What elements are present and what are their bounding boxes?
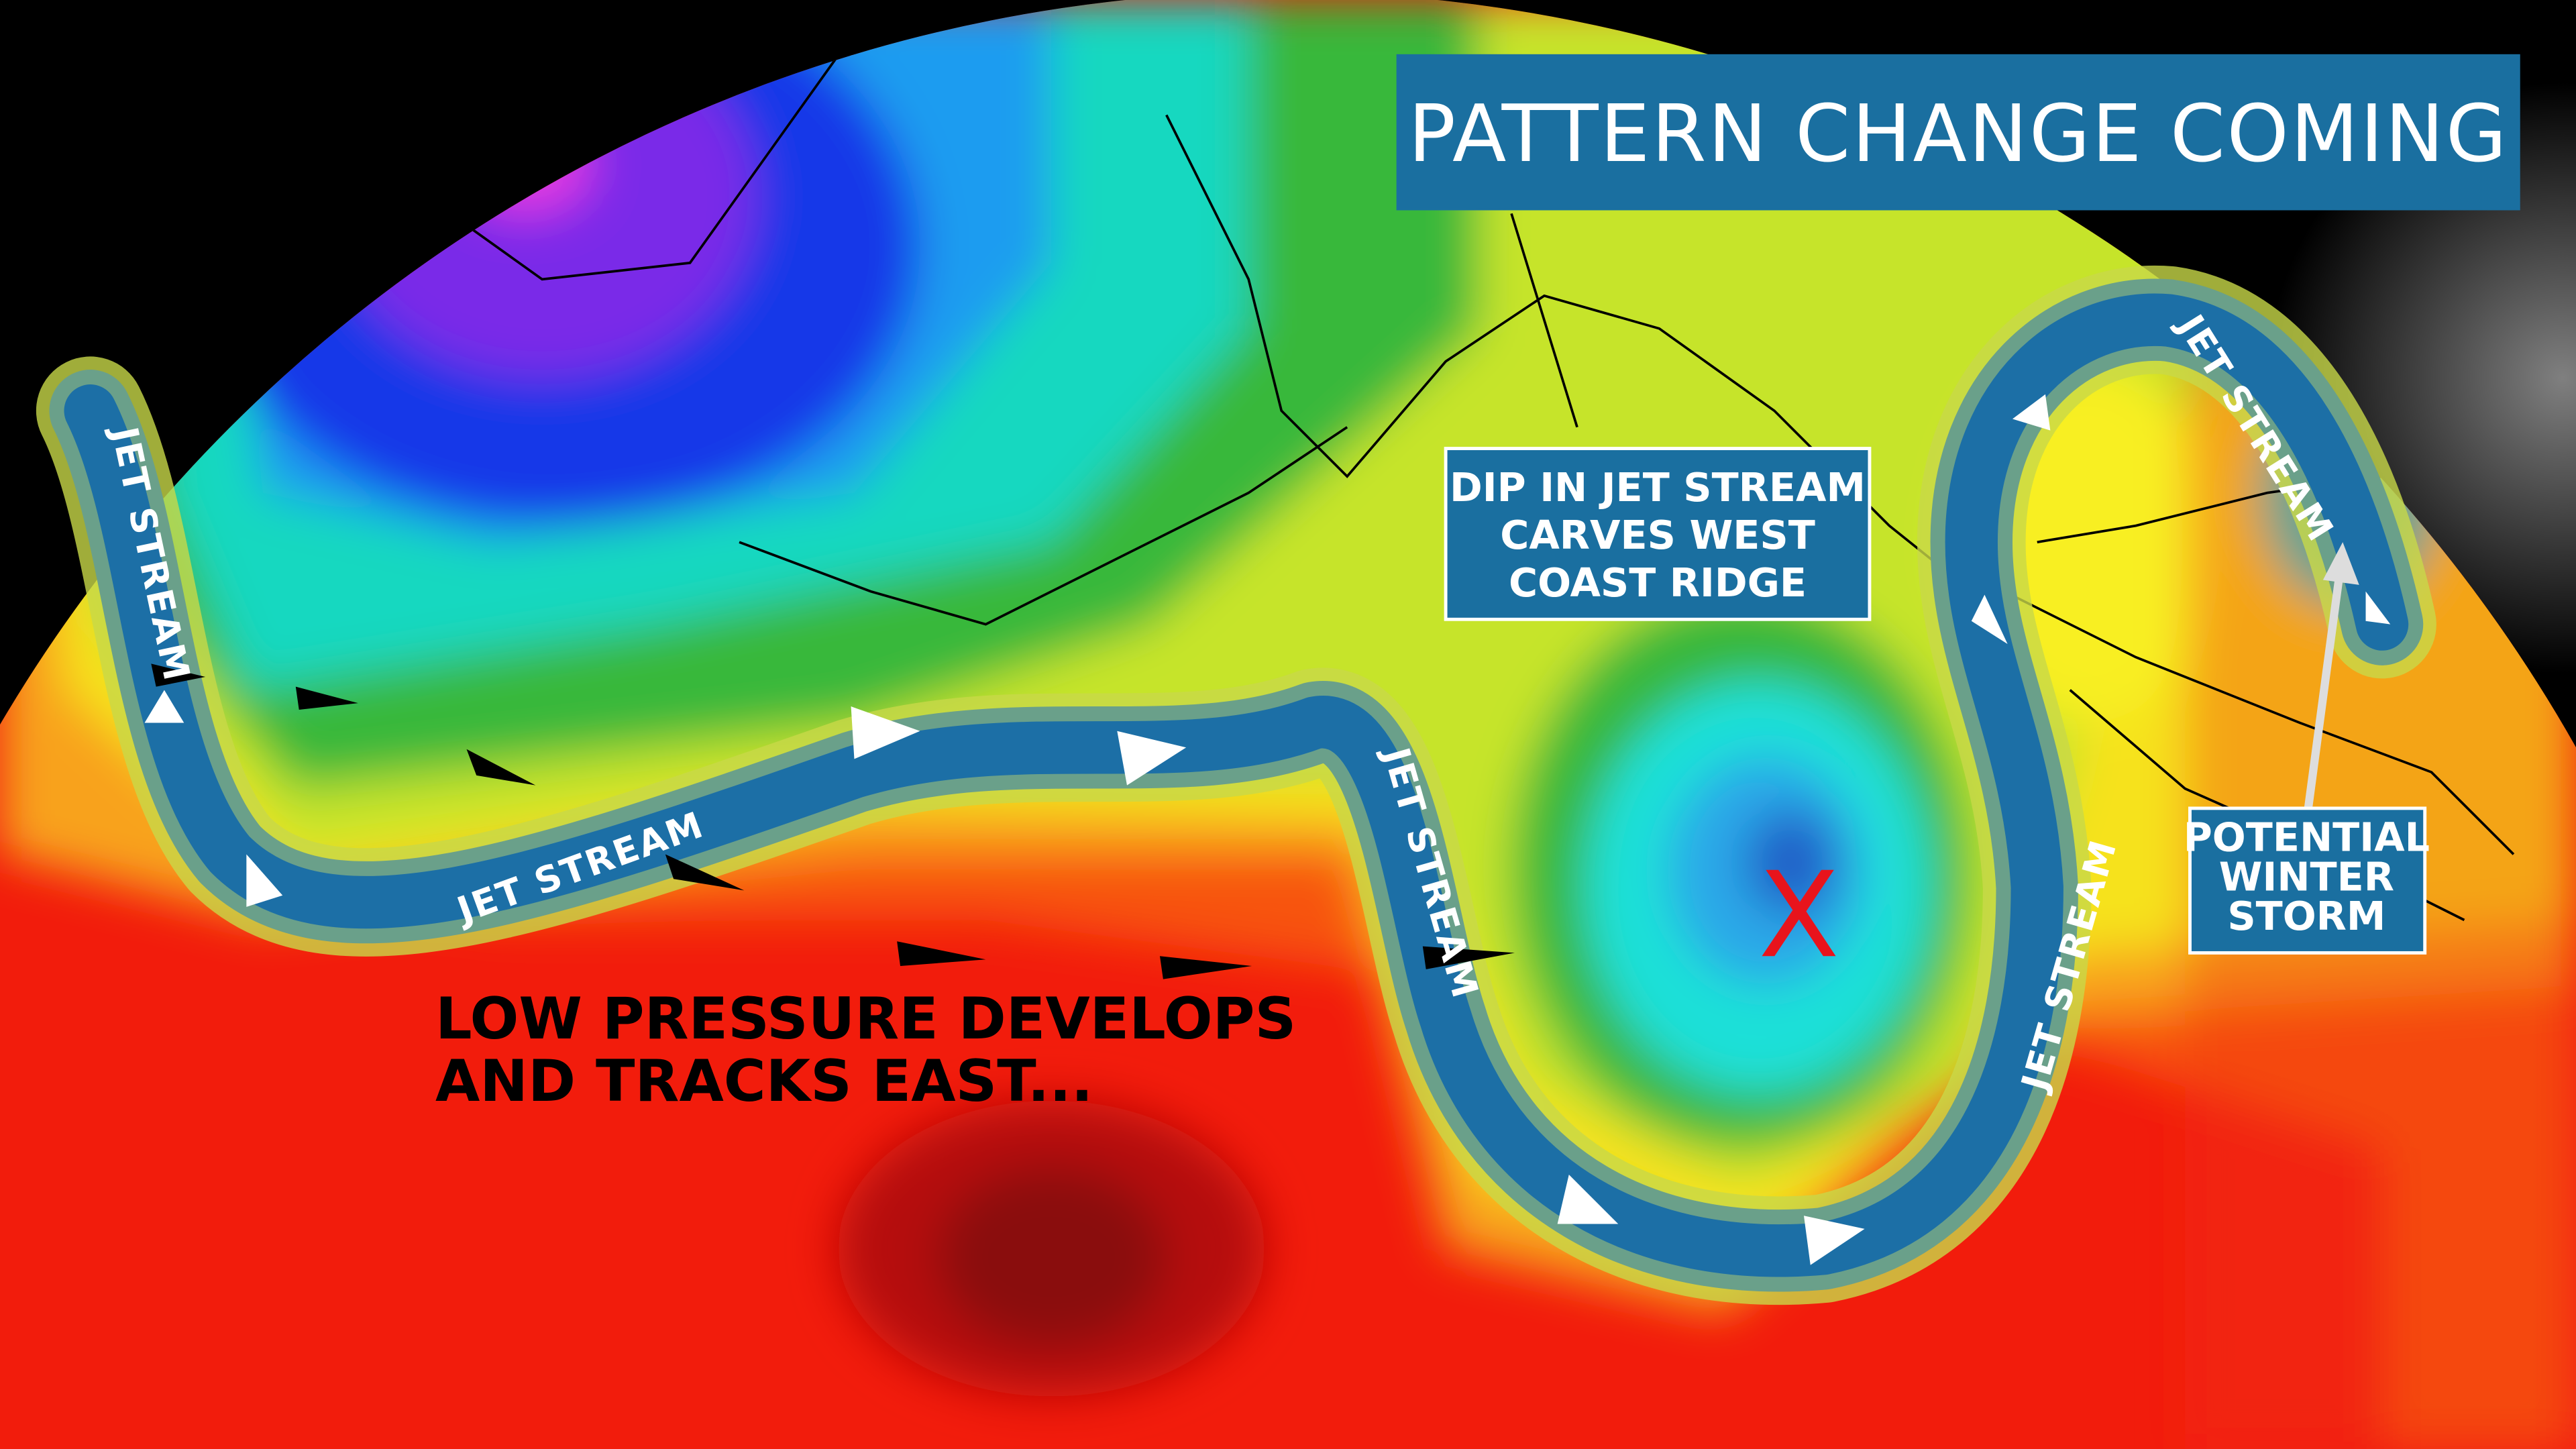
title: PATTERN CHANGE COMING [1408, 88, 2508, 180]
storm-callout-line: STORM [2227, 893, 2385, 939]
jet-stream [36, 265, 2436, 1305]
low-marker: X [1758, 846, 1839, 984]
storm-pointer-head [2322, 542, 2359, 585]
dip-callout-line: DIP IN JET STREAM [1450, 464, 1866, 511]
dip-callout-line: COAST RIDGE [1509, 559, 1807, 606]
storm-pointer [2304, 574, 2344, 809]
dip-callout-box [1444, 447, 1872, 621]
flow-arrows [144, 394, 2391, 1265]
dip-callout-line: CARVES WEST [1500, 512, 1815, 558]
storm-callout-line: WINTER [2219, 853, 2394, 900]
low-pressure-note: LOW PRESSURE DEVELOPS [435, 985, 1296, 1053]
storm-callout-box [2188, 806, 2427, 955]
title-box [1396, 54, 2520, 211]
track-arrows [151, 663, 1515, 979]
low-pressure-note: AND TRACKS EAST... [435, 1048, 1093, 1115]
storm-callout-line: POTENTIAL [2184, 814, 2430, 861]
